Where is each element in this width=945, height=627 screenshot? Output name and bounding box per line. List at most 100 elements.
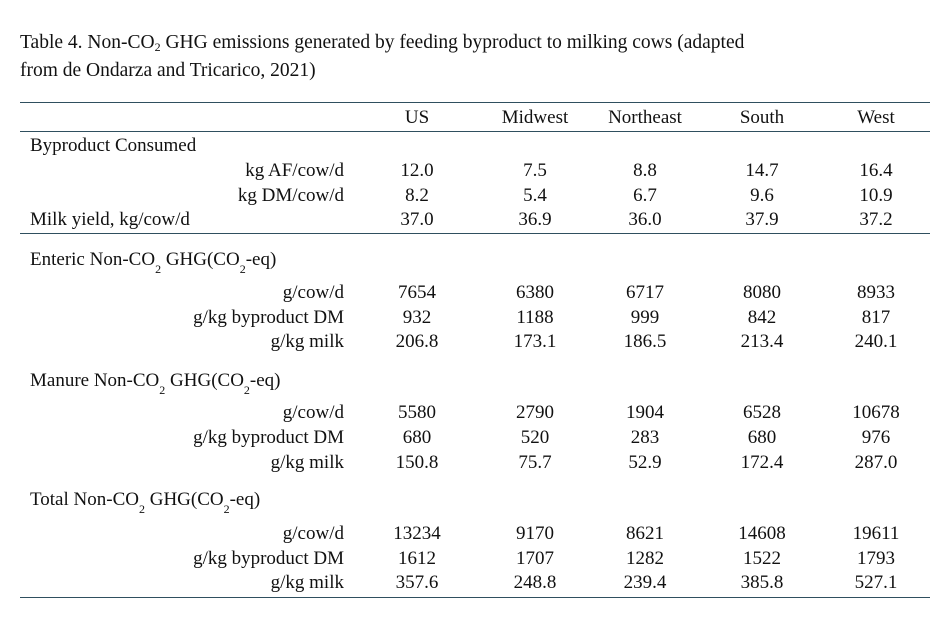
- cell-us: 5580: [398, 402, 436, 423]
- col-header-midwest: Midwest: [501, 107, 569, 128]
- cell-west: 16.4: [859, 160, 893, 181]
- cell-midwest: 1707: [516, 548, 554, 569]
- table-row: g/kg milk 150.8 75.7 52.9 172.4 287.0: [0, 450, 945, 476]
- section-heading-row: Byproduct Consumed: [0, 133, 945, 159]
- cell-west: 37.2: [859, 209, 893, 230]
- cell-northeast: 999: [630, 307, 660, 328]
- enteric-heading: Enteric Non-CO2 GHG(CO2-eq): [30, 249, 277, 276]
- cell-south: 9.6: [750, 185, 774, 206]
- cell-midwest: 248.8: [513, 572, 557, 593]
- cell-northeast: 8.8: [633, 160, 657, 181]
- section-heading-row: Manure Non-CO2 GHG(CO2-eq): [0, 368, 945, 397]
- row-label: g/cow/d: [282, 523, 344, 544]
- table-row: g/kg byproduct DM 680 520 283 680 976: [0, 425, 945, 451]
- cell-us: 7654: [398, 282, 436, 303]
- table-caption: Table 4. Non-CO2 GHG emissions generated…: [20, 29, 900, 85]
- cell-midwest: 9170: [516, 523, 554, 544]
- cell-midwest: 5.4: [523, 185, 547, 206]
- cell-us: 680: [402, 427, 432, 448]
- cell-south: 385.8: [740, 572, 784, 593]
- cell-south: 14608: [738, 523, 786, 544]
- col-header-northeast: Northeast: [608, 107, 682, 128]
- cell-west: 527.1: [854, 572, 898, 593]
- bottom-rule: [20, 597, 930, 598]
- row-label: g/kg milk: [270, 331, 344, 352]
- cell-northeast: 1282: [626, 548, 664, 569]
- cell-west: 10678: [852, 402, 900, 423]
- cell-west: 10.9: [859, 185, 893, 206]
- table-row: g/cow/d 5580 2790 1904 6528 10678: [0, 400, 945, 426]
- row-label: g/kg milk: [270, 572, 344, 593]
- cell-us: 13234: [393, 523, 441, 544]
- milk-yield-label: Milk yield, kg/cow/d: [30, 209, 190, 230]
- cell-west: 1793: [857, 548, 895, 569]
- section-heading-row: Total Non-CO2 GHG(CO2-eq): [0, 487, 945, 516]
- cell-northeast: 6.7: [633, 185, 657, 206]
- cell-south: 172.4: [740, 452, 784, 473]
- cell-northeast: 186.5: [623, 331, 667, 352]
- cell-midwest: 6380: [516, 282, 554, 303]
- col-header-west: West: [857, 107, 895, 128]
- table-row: g/kg byproduct DM 1612 1707 1282 1522 17…: [0, 546, 945, 572]
- total-heading: Total Non-CO2 GHG(CO2-eq): [30, 489, 261, 516]
- row-label: g/kg byproduct DM: [193, 548, 344, 569]
- cell-midwest: 173.1: [513, 331, 557, 352]
- cell-us: 357.6: [395, 572, 439, 593]
- cell-south: 213.4: [740, 331, 784, 352]
- cell-us: 206.8: [395, 331, 439, 352]
- cell-west: 817: [861, 307, 891, 328]
- cell-us: 1612: [398, 548, 436, 569]
- caption-subscript: 2: [154, 40, 161, 54]
- row-label: g/cow/d: [282, 402, 344, 423]
- row-label: g/kg byproduct DM: [193, 427, 344, 448]
- table-row: g/kg milk 357.6 248.8 239.4 385.8 527.1: [0, 570, 945, 596]
- cell-west: 240.1: [854, 331, 898, 352]
- cell-west: 8933: [857, 282, 895, 303]
- cell-northeast: 1904: [626, 402, 664, 423]
- cell-west: 287.0: [854, 452, 898, 473]
- caption-prefix: Table 4. Non-CO: [20, 32, 155, 53]
- cell-south: 14.7: [745, 160, 779, 181]
- cell-south: 8080: [743, 282, 781, 303]
- cell-us: 150.8: [395, 452, 439, 473]
- table-row: g/cow/d 7654 6380 6717 8080 8933: [0, 280, 945, 306]
- column-header-row: US Midwest Northeast South West: [0, 105, 945, 131]
- cell-northeast: 6717: [626, 282, 664, 303]
- caption-line2: from de Ondarza and Tricarico, 2021): [20, 60, 316, 81]
- cell-us: 932: [402, 307, 432, 328]
- cell-northeast: 36.0: [628, 209, 662, 230]
- top-rule: [20, 102, 930, 103]
- cell-us: 37.0: [400, 209, 434, 230]
- row-label: g/cow/d: [282, 282, 344, 303]
- table-row: g/kg byproduct DM 932 1188 999 842 817: [0, 305, 945, 331]
- cell-west: 976: [861, 427, 891, 448]
- cell-south: 680: [747, 427, 777, 448]
- table-row: g/cow/d 13234 9170 8621 14608 19611: [0, 521, 945, 547]
- row-label: g/kg milk: [270, 452, 344, 473]
- cell-northeast: 239.4: [623, 572, 667, 593]
- caption-suffix: GHG emissions generated by feeding bypro…: [160, 32, 745, 53]
- table-row: Milk yield, kg/cow/d 37.0 36.9 36.0 37.9…: [0, 207, 945, 233]
- cell-west: 19611: [852, 523, 900, 544]
- cell-midwest: 1188: [516, 307, 554, 328]
- col-header-south: South: [739, 107, 785, 128]
- cell-south: 37.9: [745, 209, 779, 230]
- header-rule: [20, 131, 930, 132]
- cell-midwest: 520: [520, 427, 550, 448]
- cell-northeast: 283: [630, 427, 660, 448]
- section-rule: [20, 233, 930, 234]
- manure-heading: Manure Non-CO2 GHG(CO2-eq): [30, 370, 281, 397]
- row-label: kg DM/cow/d: [237, 185, 344, 206]
- cell-us: 8.2: [405, 185, 429, 206]
- table-row: g/kg milk 206.8 173.1 186.5 213.4 240.1: [0, 329, 945, 355]
- cell-midwest: 2790: [516, 402, 554, 423]
- cell-south: 1522: [743, 548, 781, 569]
- row-label: kg AF/cow/d: [245, 160, 344, 181]
- cell-midwest: 7.5: [523, 160, 547, 181]
- col-header-us: US: [404, 107, 430, 128]
- table-row: kg AF/cow/d 12.0 7.5 8.8 14.7 16.4: [0, 158, 945, 184]
- cell-northeast: 52.9: [628, 452, 662, 473]
- table-row: kg DM/cow/d 8.2 5.4 6.7 9.6 10.9: [0, 183, 945, 209]
- section-heading-row: Enteric Non-CO2 GHG(CO2-eq): [0, 247, 945, 276]
- cell-midwest: 36.9: [518, 209, 552, 230]
